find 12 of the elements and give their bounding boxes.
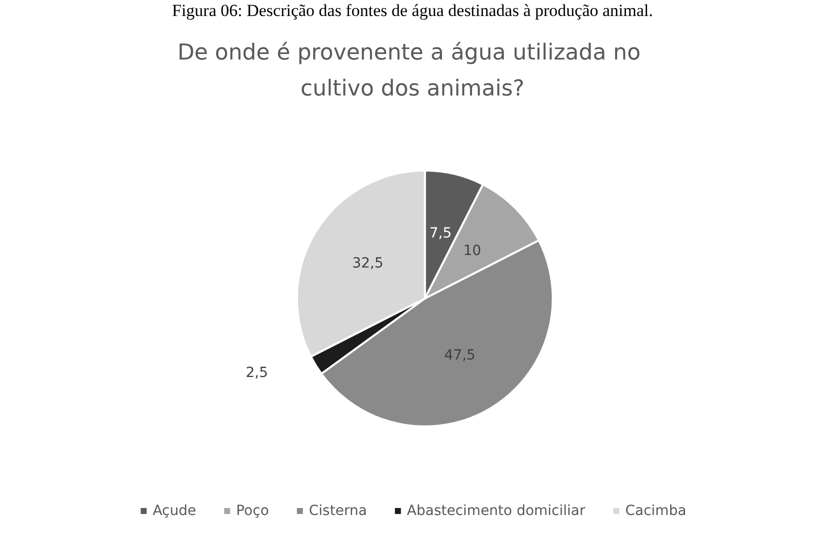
chart-title: De onde é provenente a água utilizada no cultivo dos animais? — [177, 40, 648, 102]
legend-label: Cisterna — [308, 503, 367, 519]
legend-label: Poço — [236, 503, 269, 519]
data-label: 47,5 — [444, 348, 476, 364]
legend-label: Cacimba — [625, 503, 686, 519]
legend-label: Açude — [152, 503, 196, 519]
text: Figura 06: Descrição das fontes de água destinadas à produção animal. — [172, 1, 654, 20]
legend-label: Abastecimento domiciliar — [406, 503, 586, 519]
data-label: 10 — [463, 243, 482, 260]
data-label: 2,5 — [246, 365, 268, 382]
data-label: 7,5 — [429, 225, 452, 242]
data-label: 32,5 — [352, 255, 384, 272]
